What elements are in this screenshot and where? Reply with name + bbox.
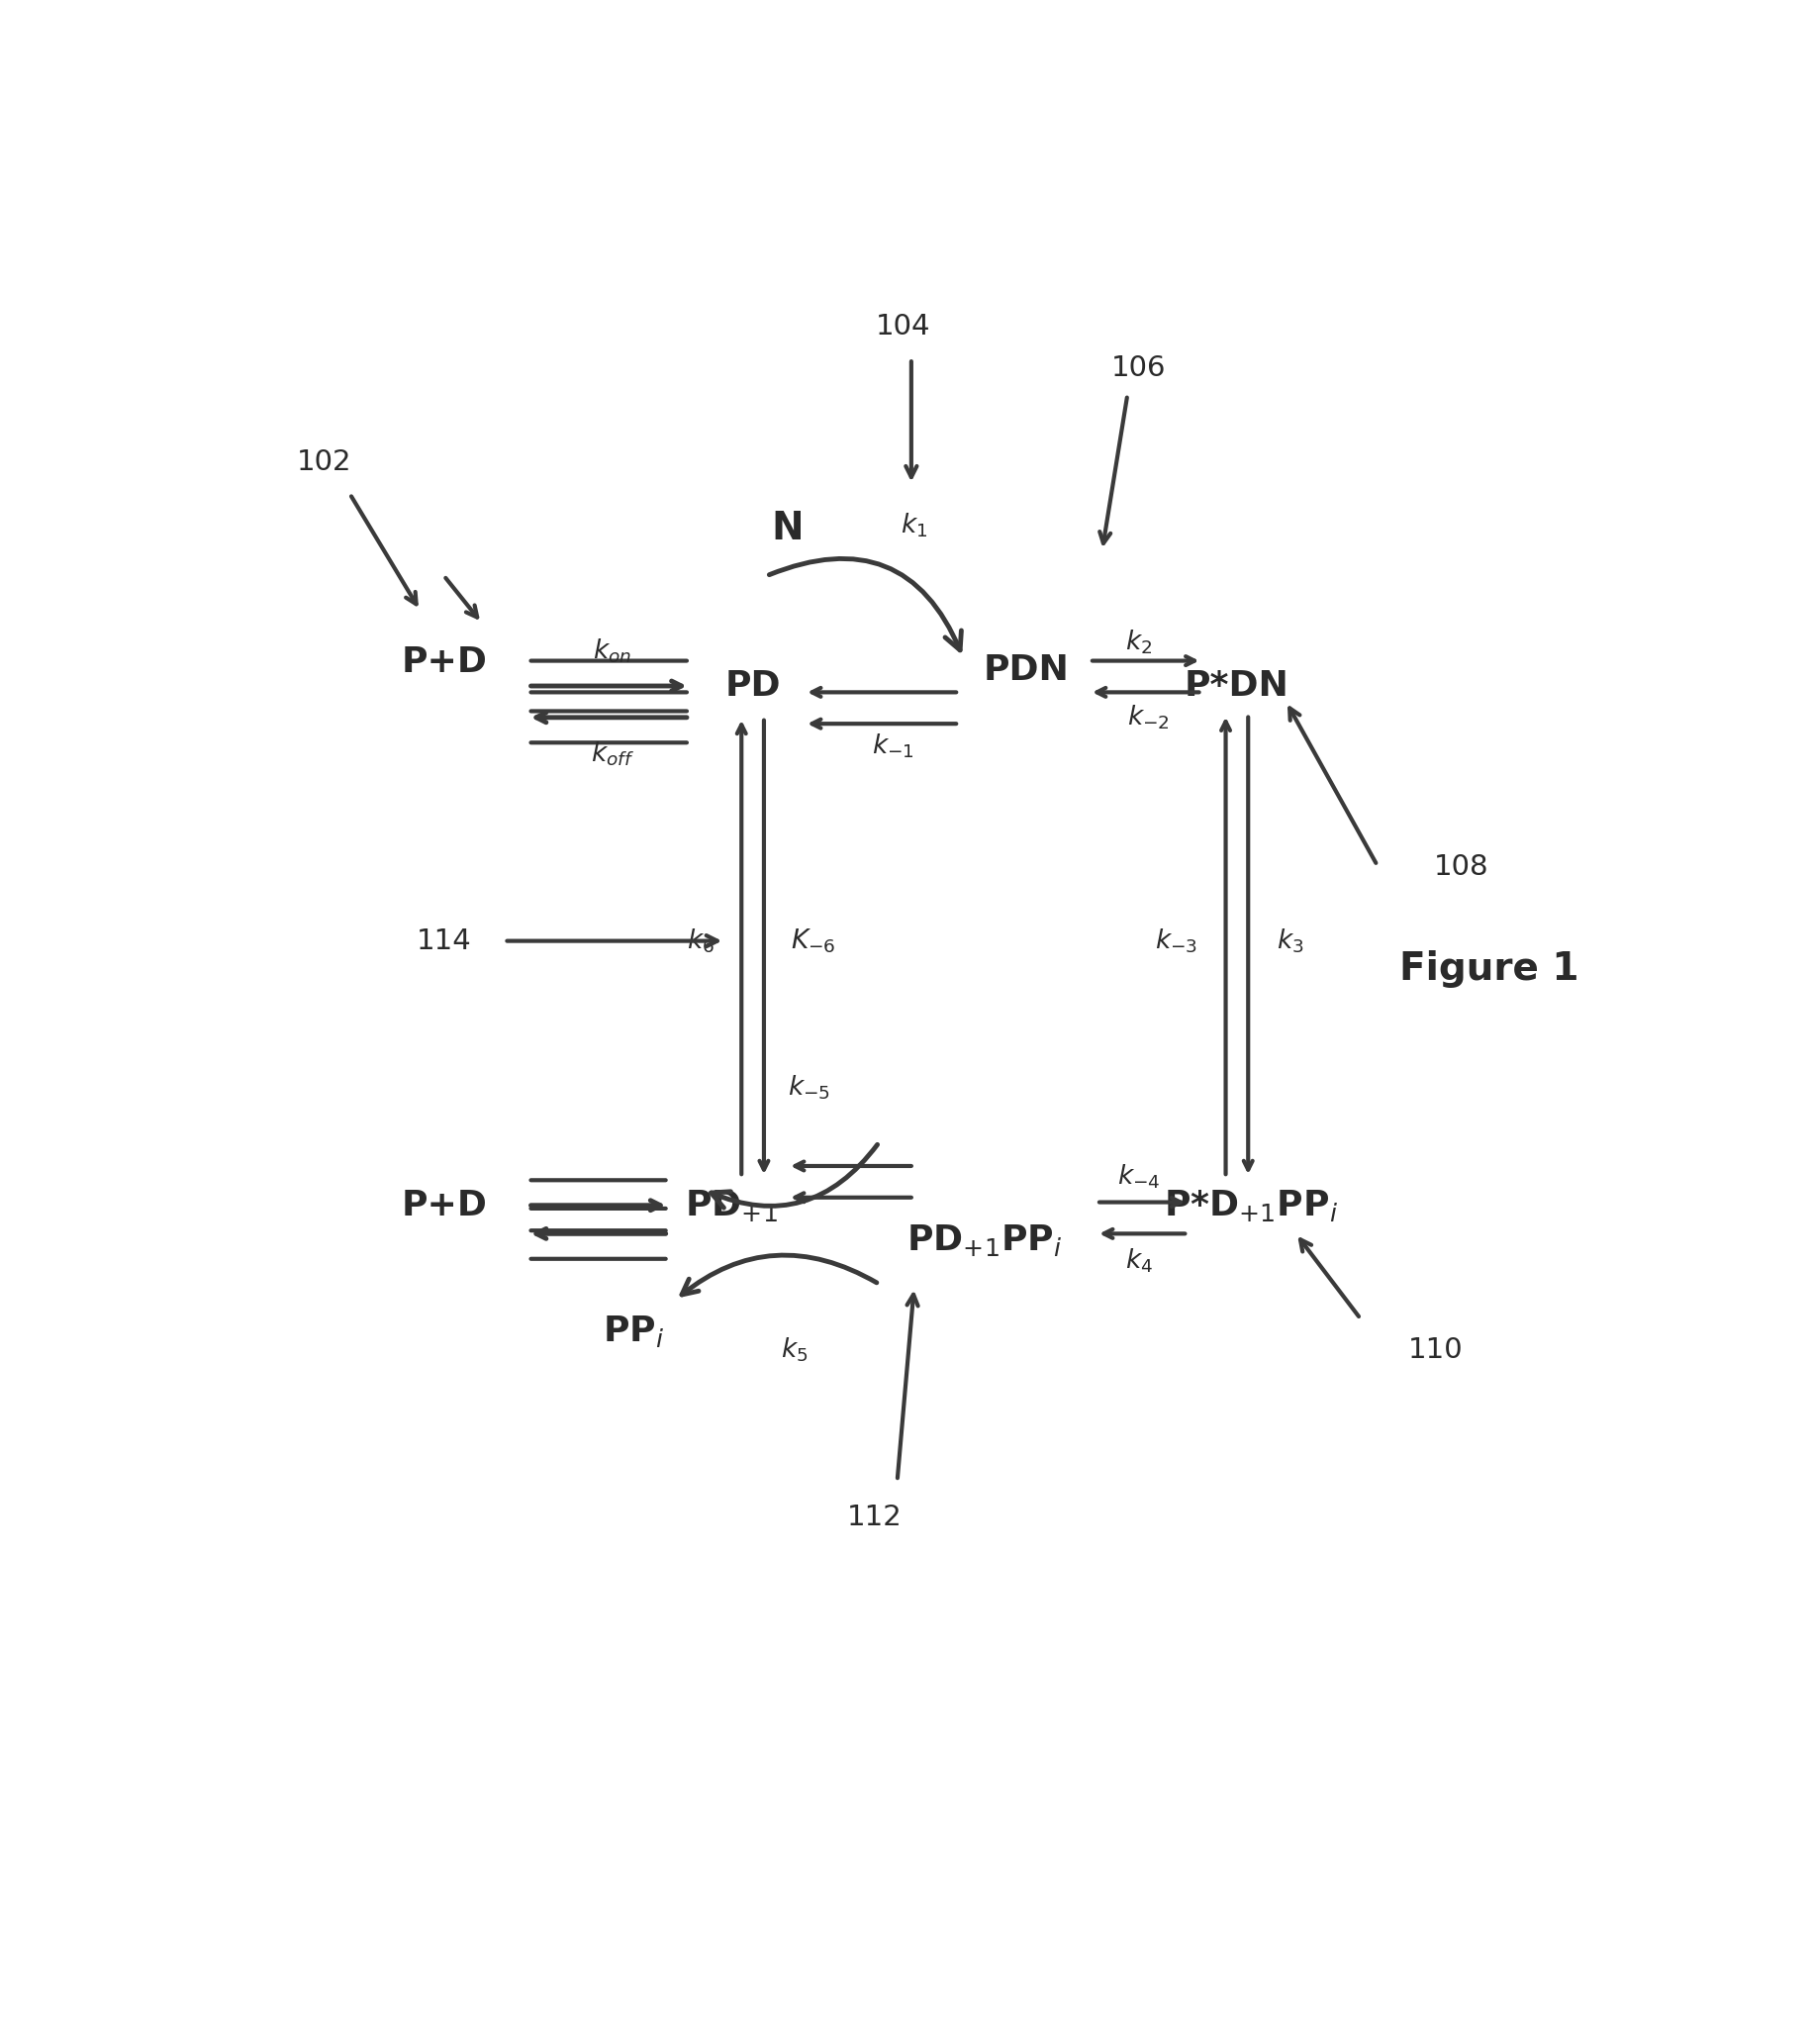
Text: PDN: PDN bbox=[983, 654, 1068, 687]
Text: Figure 1: Figure 1 bbox=[1400, 950, 1579, 987]
Text: $k_3$: $k_3$ bbox=[1277, 926, 1304, 955]
Text: P+D: P+D bbox=[400, 646, 487, 679]
Text: 104: 104 bbox=[875, 313, 931, 341]
Text: P*DN: P*DN bbox=[1184, 668, 1289, 703]
Text: 114: 114 bbox=[417, 928, 473, 955]
Text: P*D$_{+1}$PP$_i$: P*D$_{+1}$PP$_i$ bbox=[1164, 1188, 1338, 1222]
Text: $k_{-5}$: $k_{-5}$ bbox=[788, 1073, 829, 1102]
Text: P+D: P+D bbox=[400, 1188, 487, 1222]
Text: 106: 106 bbox=[1112, 354, 1166, 382]
Text: $k_{-1}$: $k_{-1}$ bbox=[871, 732, 915, 760]
Text: $k_{off}$: $k_{off}$ bbox=[590, 740, 634, 769]
Text: 112: 112 bbox=[848, 1502, 902, 1531]
Text: PD$_{+1}$PP$_i$: PD$_{+1}$PP$_i$ bbox=[907, 1222, 1061, 1257]
Text: $k_6$: $k_6$ bbox=[686, 926, 715, 955]
Text: $k_2$: $k_2$ bbox=[1125, 628, 1152, 656]
Text: $k_1$: $k_1$ bbox=[900, 511, 927, 540]
Text: $k_{-3}$: $k_{-3}$ bbox=[1155, 926, 1197, 955]
Text: $k_4$: $k_4$ bbox=[1125, 1247, 1152, 1275]
Text: PD$_{+1}$: PD$_{+1}$ bbox=[685, 1188, 779, 1222]
Text: $k_{-4}$: $k_{-4}$ bbox=[1117, 1163, 1161, 1192]
Text: $k_{-2}$: $k_{-2}$ bbox=[1126, 703, 1170, 732]
Text: $k_{on}$: $k_{on}$ bbox=[592, 638, 632, 666]
Text: $K_{-6}$: $K_{-6}$ bbox=[791, 926, 835, 955]
Text: 110: 110 bbox=[1409, 1337, 1463, 1363]
Text: 108: 108 bbox=[1434, 852, 1489, 881]
Text: $k_5$: $k_5$ bbox=[781, 1337, 808, 1363]
Text: PD: PD bbox=[724, 668, 781, 703]
Text: N: N bbox=[771, 509, 804, 548]
Text: 102: 102 bbox=[297, 448, 351, 476]
Text: PP$_i$: PP$_i$ bbox=[603, 1314, 665, 1349]
